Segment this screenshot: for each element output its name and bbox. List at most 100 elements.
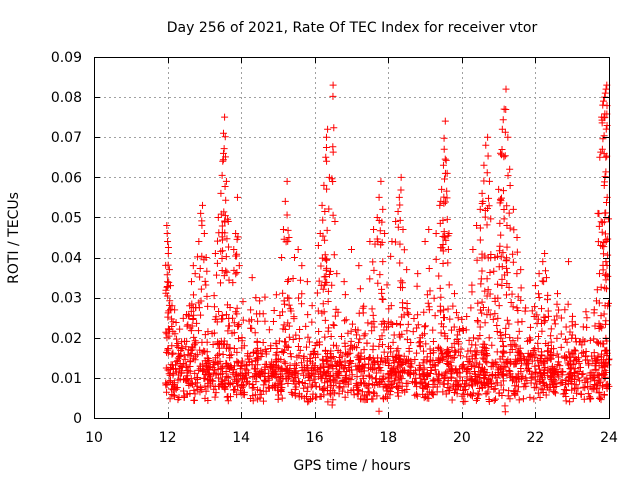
data-point [318, 374, 326, 382]
data-point [264, 383, 272, 391]
data-point [212, 354, 220, 362]
data-point [351, 343, 359, 351]
data-point [472, 341, 480, 349]
data-point [333, 270, 341, 278]
data-point [443, 335, 451, 343]
data-point [233, 252, 241, 260]
data-point [374, 360, 382, 368]
data-point [483, 311, 491, 319]
data-point [330, 341, 338, 349]
data-point [531, 282, 539, 290]
data-point [495, 185, 503, 193]
data-point [463, 373, 471, 381]
data-point [230, 319, 238, 327]
data-point [219, 247, 227, 255]
data-point [194, 373, 202, 381]
data-point [344, 388, 352, 396]
data-point [321, 208, 329, 216]
data-point [594, 380, 602, 388]
data-point [262, 378, 270, 386]
data-point [329, 365, 337, 373]
data-point [220, 340, 228, 348]
data-point [327, 333, 335, 341]
data-point [469, 361, 477, 369]
data-point [470, 367, 478, 375]
data-point [580, 395, 588, 403]
data-point [331, 217, 339, 225]
data-point [265, 326, 273, 334]
data-point [447, 374, 455, 382]
data-point [404, 320, 412, 328]
data-point [576, 364, 584, 372]
data-point [332, 342, 340, 350]
data-point [323, 185, 331, 193]
data-point [295, 352, 303, 360]
data-point [384, 353, 392, 361]
data-point [323, 226, 331, 234]
data-point [309, 390, 317, 398]
data-point [323, 255, 331, 263]
data-point [233, 348, 241, 356]
data-point [234, 376, 242, 384]
data-point [502, 105, 510, 113]
data-point [422, 322, 430, 330]
data-point [341, 291, 349, 299]
data-point [569, 372, 577, 380]
data-point [568, 331, 576, 339]
data-point [447, 358, 455, 366]
data-point [473, 256, 481, 264]
data-point [374, 354, 382, 362]
data-point [387, 387, 395, 395]
data-point [595, 210, 603, 218]
data-point [220, 145, 228, 153]
data-point [196, 265, 204, 273]
data-point [291, 389, 299, 397]
data-point [420, 347, 428, 355]
data-point [547, 372, 555, 380]
data-point [174, 357, 182, 365]
data-point [254, 386, 262, 394]
data-point [257, 347, 265, 355]
data-point [211, 393, 219, 401]
data-point [198, 221, 206, 229]
data-point [448, 396, 456, 404]
data-point [391, 358, 399, 366]
data-point [439, 233, 447, 241]
data-point [468, 352, 476, 360]
data-point [434, 376, 442, 384]
data-point [389, 338, 397, 346]
data-point [349, 386, 357, 394]
data-point [482, 344, 490, 352]
data-point [205, 376, 213, 384]
data-point [202, 362, 210, 370]
data-point [356, 285, 364, 293]
data-point [527, 350, 535, 358]
data-point [329, 396, 337, 404]
data-point [254, 317, 262, 325]
data-point [280, 358, 288, 366]
plot-frame [94, 57, 610, 419]
data-point [298, 262, 306, 270]
data-point [162, 261, 170, 269]
data-point [493, 348, 501, 356]
data-point [395, 331, 403, 339]
data-point [605, 299, 613, 307]
data-point [232, 270, 240, 278]
data-point [586, 369, 594, 377]
data-point [253, 310, 261, 318]
data-point [598, 145, 606, 153]
data-point [248, 358, 256, 366]
data-point [256, 394, 264, 402]
data-point [484, 286, 492, 294]
data-point [437, 293, 445, 301]
data-point [604, 235, 612, 243]
data-point [494, 280, 502, 288]
data-point [426, 287, 434, 295]
data-point [442, 390, 450, 398]
data-point [478, 189, 486, 197]
data-point [319, 232, 327, 240]
data-point [462, 385, 470, 393]
data-point [496, 149, 504, 157]
data-point [230, 366, 238, 374]
data-point [578, 370, 586, 378]
